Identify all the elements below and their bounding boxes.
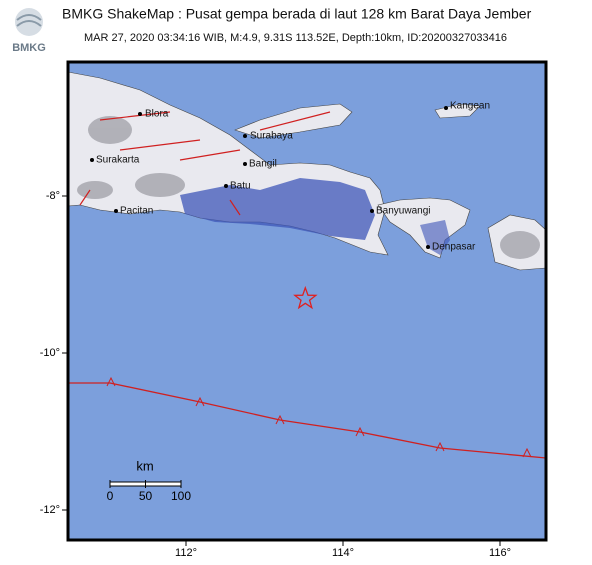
place-dot [444,106,448,110]
scale-tick-label: 100 [171,489,191,503]
map-frame [66,60,548,542]
place-dot [138,112,142,116]
place-label: Surabaya [250,131,293,142]
terrain [88,116,132,144]
terrain-shading [77,116,540,259]
terrain [77,181,113,199]
logo-text: BMKG [12,42,46,54]
lat-tick-label: -8° [46,190,60,202]
place-labels: Blora Surabaya Surakarta Bangil Batu Pac… [90,101,490,253]
lon-tick-label: 114° [332,547,354,559]
tooth [106,376,532,458]
place-label: Bangil [249,159,277,170]
scale-tick-label: 0 [107,489,114,503]
scale-unit: km [136,458,153,473]
lon-tick-label: 116° [489,547,511,559]
terrain [500,231,540,259]
trench [68,382,547,459]
lat-tick-label: -12° [40,504,60,516]
place-dot [224,184,228,188]
lat-tick-label: -10° [40,347,60,359]
place-label: Batu [230,181,251,192]
place-label: Pacitan [120,206,153,217]
map-subtitle: MAR 27, 2020 03:34:16 WIB, M:4.9, 9.31S … [84,32,507,44]
place-label: Banyuwangi [376,206,430,217]
terrain [135,173,185,197]
place-dot [90,158,94,162]
trench-teeth [106,376,532,458]
place-label: Surakarta [96,155,140,166]
lon-tick-label: 112° [175,547,197,559]
epicenter [293,285,318,310]
scale-tick-label: 50 [139,489,153,503]
place-label: Kangean [450,101,490,112]
place-dot [370,209,374,213]
place-dot [243,134,247,138]
fault [79,111,331,216]
logo: BMKG [12,8,46,54]
intensity-area [180,178,375,240]
place-label: Denpasar [432,242,476,253]
logo-waves [16,14,42,27]
place-dot [114,209,118,213]
map-title: BMKG ShakeMap : Pusat gempa berada di la… [62,6,532,22]
place-label: Blora [145,109,169,120]
place-dot [426,245,430,249]
faults [79,111,331,216]
place-dot [243,162,247,166]
